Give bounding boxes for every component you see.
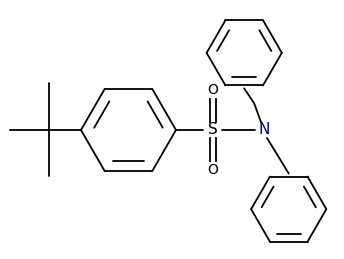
Text: S: S: [208, 123, 217, 138]
Text: O: O: [207, 83, 218, 97]
Text: N: N: [258, 123, 270, 138]
Text: O: O: [207, 163, 218, 177]
